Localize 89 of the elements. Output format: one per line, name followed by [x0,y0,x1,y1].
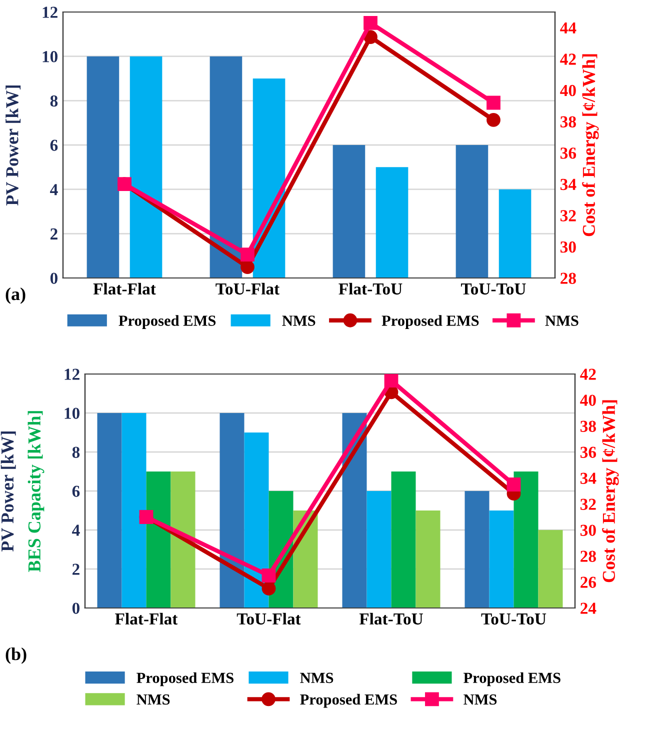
x-tick-label: Flat-ToU [359,612,423,625]
y2-tick-label: 38 [580,420,596,432]
bar [514,472,538,608]
legend-label: Proposed EMS [382,315,479,329]
point [506,478,521,492]
bar [366,491,392,608]
y-tick-label: 2 [50,228,58,240]
y-tick-label: 2 [72,564,80,575]
y2-axis-title: Cost of Energy [¢/kWh] [582,54,599,236]
y2-axis-title: Cost of Energy [¢/kWh] [602,400,619,582]
y-tick-label: 12 [42,6,58,18]
y-tick-label: 0 [72,602,80,614]
legend-label: NMS [464,694,497,705]
bar [376,167,408,278]
y2-tick-label: 28 [580,550,596,562]
y2-tick-label: 36 [580,446,596,458]
y2-tick-label: 42 [580,368,596,380]
y2-tick-label: 34 [580,472,596,484]
y2-tick-label: 26 [580,576,596,588]
y-tick-label: 4 [50,184,58,196]
text: (a) [6,287,26,304]
x-tick-label: ToU-Flat [236,612,301,625]
text: (b) [6,647,26,664]
point [240,248,254,262]
y2-tick-label: 32 [560,210,576,222]
legend-label: NMS [282,316,316,326]
legend-label: NMS [136,694,170,705]
bar [252,78,286,278]
y-tick-label: 4 [72,524,80,536]
bar [244,432,269,608]
legend-label: Proposed EMS [464,672,560,686]
legend-label: Proposed EMS [136,672,234,686]
x-tick-label: ToU-Flat [216,282,280,295]
y-tick-label: 6 [72,486,80,497]
point [262,568,276,582]
y-tick-label: 10 [64,408,80,419]
legend-label: NMS [545,316,578,326]
y-tick-label: 0 [50,272,58,284]
y-tick-label: 12 [64,368,80,380]
x-tick-label: Flat-ToU [338,282,402,295]
y2-tick-label: 30 [560,241,576,253]
point [486,96,500,110]
x-tick-label: Flat-Flat [115,612,178,625]
y2-tick-label: 44 [560,22,576,34]
y2-tick-label: 40 [580,394,596,406]
y-axis-title: PV Power [kW] BES Capacity [kWh] [0,411,44,572]
bar [332,145,366,278]
point [384,374,398,388]
y-tick-label: 8 [72,446,80,458]
bar [86,56,120,278]
bar [130,56,162,278]
point [364,16,378,30]
bar [456,145,488,278]
bar [146,472,171,608]
y2-tick-label: 38 [560,116,576,128]
bar [464,491,490,608]
x-tick-label: ToU-ToU [461,284,526,295]
bar [170,472,196,608]
y2-tick-label: 34 [560,178,576,190]
y-tick-label: 6 [50,140,58,151]
y2-tick-label: 30 [580,524,596,536]
legend-label: Proposed EMS [300,694,397,708]
point [240,260,254,274]
y2-tick-label: 36 [560,148,576,159]
y-axis-title: PV Power [kW] [6,85,21,206]
point [486,113,500,127]
bar [97,413,122,608]
x-tick-label: Flat-Flat [93,282,156,295]
y2-tick-label: 40 [560,84,576,96]
bar [220,413,244,608]
y2-tick-label: 24 [580,602,596,614]
bar [489,510,514,608]
legend-label: Proposed EMS [118,315,216,329]
y2-tick-label: 42 [560,54,576,65]
bar [416,510,440,608]
bar [210,56,242,278]
y-tick-label: 8 [50,95,58,107]
bar [122,413,146,608]
bar [498,189,532,278]
bar [538,530,563,608]
bar [342,413,367,608]
point [262,582,276,596]
x-tick-label: ToU-ToU [481,614,546,625]
y2-tick-label: 28 [560,272,576,284]
bar [391,472,416,608]
legend-label: NMS [300,672,334,684]
y2-tick-label: 32 [580,498,596,510]
y-tick-label: 10 [42,51,58,62]
point [364,30,378,44]
